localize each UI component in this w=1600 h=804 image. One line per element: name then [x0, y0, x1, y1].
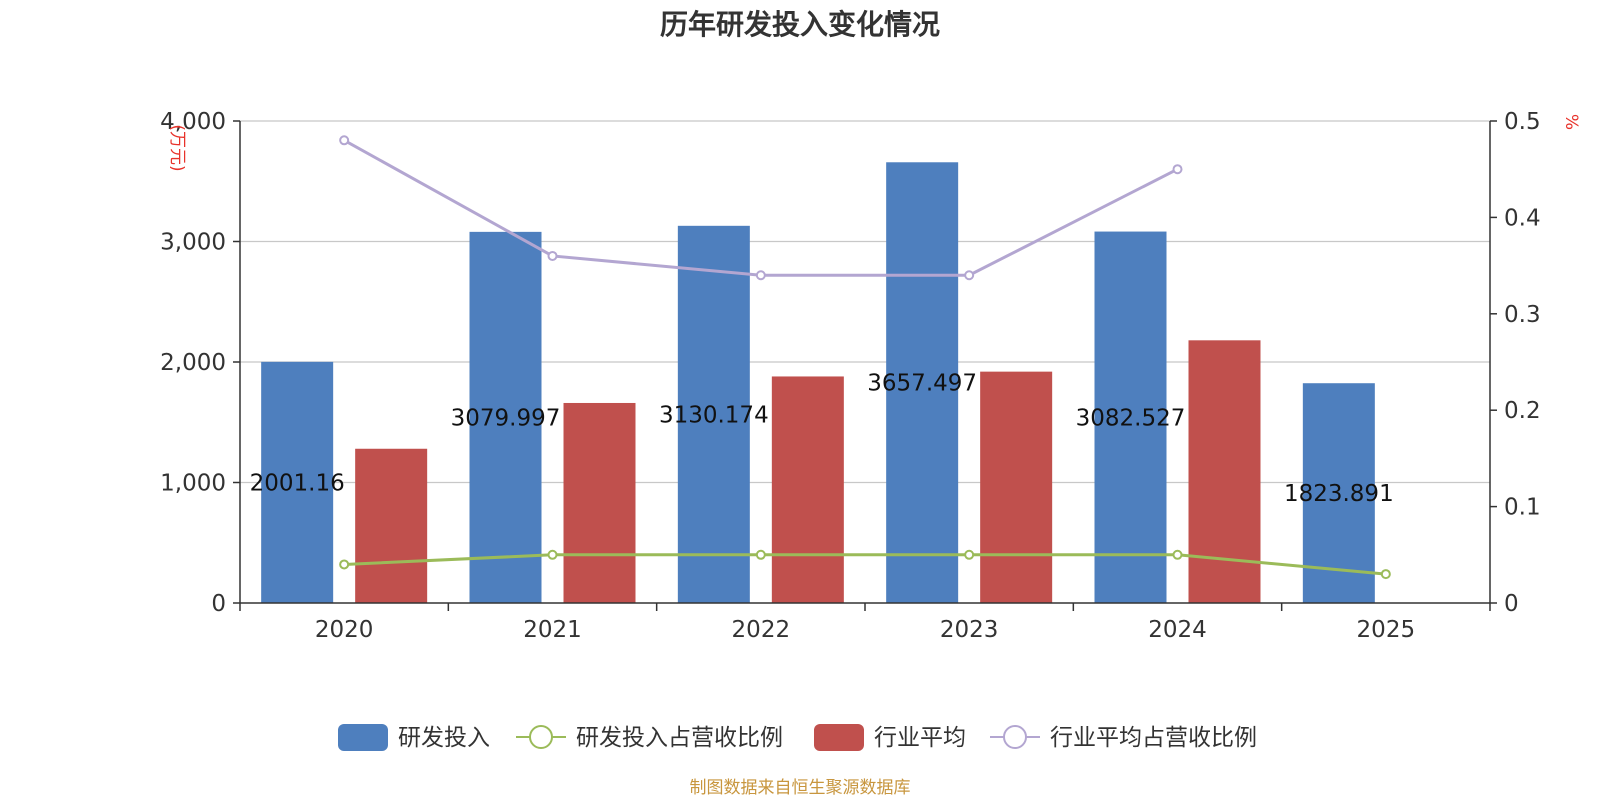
x-tick-label: 2023 — [940, 617, 999, 643]
point-industry-ratio-2020 — [339, 135, 350, 146]
legend-label: 研发投入占营收比例 — [576, 725, 783, 751]
legend-item: 行业平均占营收比例 — [990, 725, 1257, 751]
data-label-rd-investment-2023: 3657.497 — [867, 371, 977, 397]
bar-rd-investment-2020 — [261, 361, 334, 603]
bar-rd-investment-2022 — [677, 225, 750, 603]
y-right-unit-label: % — [1561, 114, 1581, 130]
legend-swatch-bar — [338, 724, 388, 751]
bar-industry-average-2021 — [563, 402, 636, 603]
y-right-tick-label: 0.1 — [1504, 495, 1541, 521]
y-left-unit-label: (万元) — [167, 124, 187, 171]
point-rd-ratio-2020 — [339, 559, 350, 570]
y-right-tick-label: 0.3 — [1504, 302, 1541, 328]
y-left-tick-label: 0 — [211, 591, 226, 617]
bar-rd-investment-2021 — [469, 231, 542, 604]
grid-layer — [240, 120, 1490, 484]
data-label-rd-investment-2021: 3079.997 — [451, 405, 561, 431]
legend-swatch-bar — [814, 724, 864, 751]
legend-item: 研发投入占营收比例 — [516, 725, 783, 751]
legend-swatch-marker — [1003, 725, 1027, 749]
bar-rd-investment-2023 — [886, 162, 959, 603]
x-tick-label: 2020 — [315, 617, 374, 643]
bar-industry-average-2020 — [355, 448, 428, 603]
legend-swatch-marker — [529, 725, 553, 749]
line-industry-ratio — [343, 138, 1179, 277]
bars-layer — [261, 162, 1375, 604]
legend-label: 研发投入 — [398, 725, 490, 751]
legend-label: 行业平均占营收比例 — [1050, 725, 1257, 751]
y-right-tick-label: 0.4 — [1504, 205, 1541, 231]
point-industry-ratio-2021 — [547, 250, 558, 261]
point-rd-ratio-2025 — [1380, 569, 1391, 580]
point-industry-ratio-2023 — [964, 270, 975, 281]
y-left-tick-label: 3,000 — [160, 230, 226, 256]
point-rd-ratio-2021 — [547, 549, 558, 560]
source-note: 制图数据来自恒生聚源数据库 — [690, 778, 911, 798]
point-industry-ratio-2022 — [755, 270, 766, 281]
data-label-rd-investment-2020: 2001.16 — [250, 470, 345, 496]
legend-item: 研发投入 — [338, 724, 490, 751]
data-label-rd-investment-2022: 3130.174 — [659, 402, 769, 428]
x-tick-label: 2021 — [523, 617, 582, 643]
axes-layer: 0 1,000 2,000 3,000 4,000 0 0.1 0.2 0.3 0.4 0.5 202… — [160, 109, 1540, 643]
x-tick-label: 2022 — [732, 617, 791, 643]
labels-layer: 2001.16 3079.997 3130.174 3657.497 3082.527 1… — [250, 371, 1394, 507]
line-rd-ratio — [344, 553, 1386, 576]
y-left-tick-label: 4,000 — [160, 109, 226, 135]
point-rd-ratio-2023 — [964, 549, 975, 560]
chart-title: 历年研发投入变化情况 — [660, 8, 940, 41]
y-left-tick-label: 2,000 — [160, 350, 226, 376]
y-right-tick-label: 0.2 — [1504, 398, 1541, 424]
x-tick-label: 2025 — [1357, 617, 1416, 643]
bar-industry-average-2022 — [771, 376, 844, 603]
legend-label: 行业平均 — [874, 725, 966, 751]
point-rd-ratio-2022 — [755, 549, 766, 560]
point-rd-ratio-2024 — [1172, 549, 1183, 560]
data-label-rd-investment-2025: 1823.891 — [1284, 481, 1394, 507]
y-left-tick-label: 1,000 — [160, 471, 226, 497]
bar-rd-investment-2024 — [1094, 231, 1167, 604]
x-tick-label: 2024 — [1148, 617, 1207, 643]
bar-industry-average-2024 — [1188, 340, 1261, 603]
legend: 研发投入 研发投入占营收比例 行业平均 行业平均占营收比例 — [338, 724, 1257, 751]
legend-item: 行业平均 — [814, 724, 966, 751]
y-right-tick-label: 0 — [1504, 591, 1519, 617]
y-right-tick-label: 0.5 — [1504, 109, 1541, 135]
lines-layer — [339, 135, 1391, 580]
bar-industry-average-2023 — [980, 371, 1053, 603]
point-industry-ratio-2024 — [1172, 164, 1183, 175]
data-label-rd-investment-2024: 3082.527 — [1076, 405, 1186, 431]
